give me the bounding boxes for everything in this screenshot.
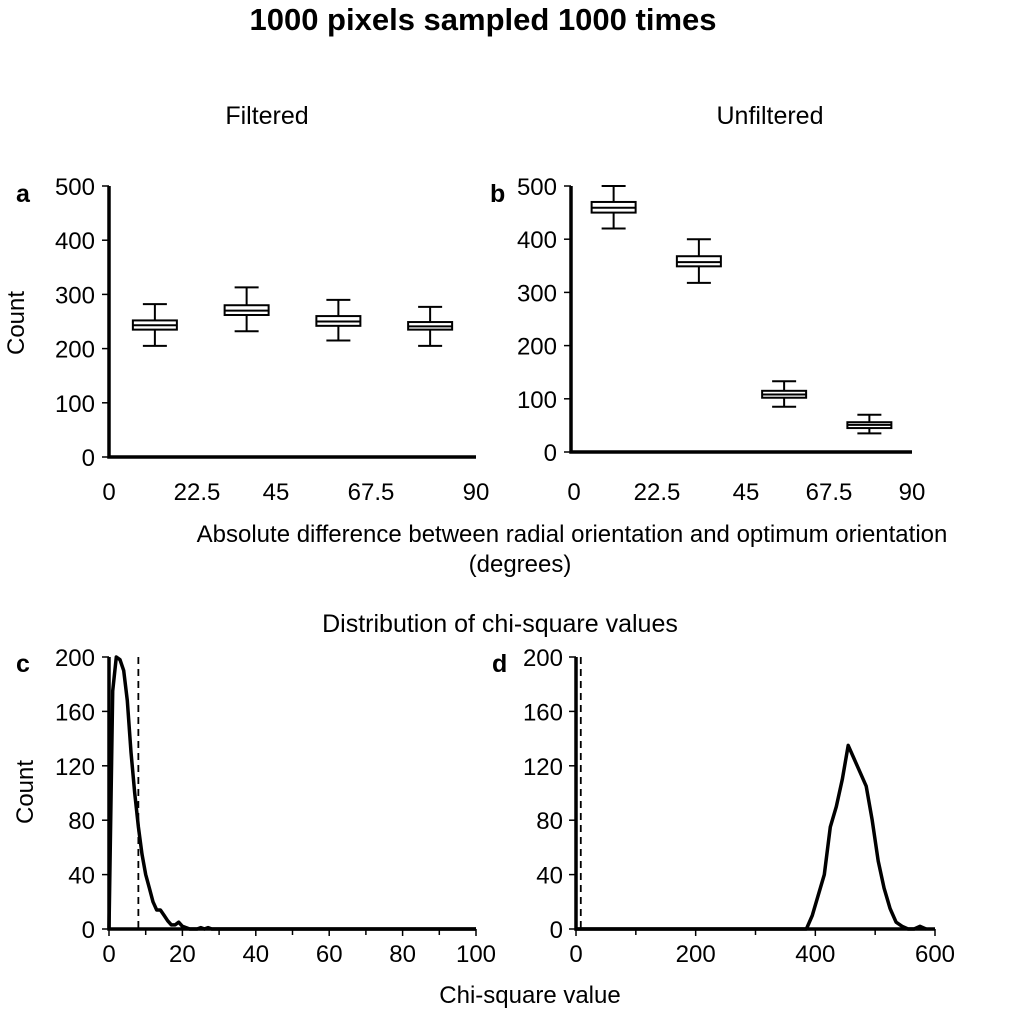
x-tick-label: 80 — [389, 941, 416, 968]
y-tick-label: 160 — [523, 699, 563, 726]
distribution-line-d — [576, 743, 927, 931]
top-x-axis-label-units: (degrees) — [469, 551, 572, 578]
y-tick-label: 200 — [55, 645, 95, 672]
x-tick-label: 0 — [102, 479, 115, 506]
box-a-4 — [407, 305, 454, 347]
y-tick-label: 40 — [68, 863, 95, 890]
x-tick-label: 22.5 — [634, 479, 681, 506]
y-tick-label: 0 — [550, 917, 563, 944]
bottom-section-subtitle: Distribution of chi-square values — [322, 610, 678, 638]
panel-c-y-axis-label: Count — [12, 760, 39, 824]
box-b-2 — [675, 238, 722, 284]
y-tick-label: 120 — [523, 754, 563, 781]
y-tick-label: 200 — [55, 337, 95, 364]
y-tick-label: 80 — [68, 808, 95, 835]
chart-panel-d: d 0 40 80 120 160 200 0 200 400 600 — [492, 645, 955, 968]
panel-a-y-axis-label: Count — [3, 291, 30, 355]
x-tick-label: 90 — [899, 479, 926, 506]
x-tick-label: 100 — [456, 941, 496, 968]
x-tick-label: 0 — [569, 941, 582, 968]
y-tick-label: 300 — [55, 282, 95, 309]
y-tick-label: 0 — [82, 917, 95, 944]
x-tick-label: 0 — [567, 479, 580, 506]
y-tick-label: 200 — [523, 645, 563, 672]
chart-panel-a: a 0 100 200 300 400 500 0 22.5 45 67.5 90 — [16, 174, 489, 506]
y-tick-label: 200 — [517, 334, 557, 361]
box-b-3 — [761, 380, 808, 408]
x-tick-label: 40 — [242, 941, 269, 968]
column-heading-unfiltered: Unfiltered — [717, 102, 824, 130]
x-tick-label: 0 — [102, 941, 115, 968]
x-tick-label: 400 — [795, 941, 835, 968]
chart-panel-c: c 0 40 80 120 160 200 0 20 40 60 80 100 — [16, 645, 496, 968]
x-tick-label: 67.5 — [348, 479, 395, 506]
x-tick-label: 45 — [733, 479, 760, 506]
panel-letter-a: a — [16, 180, 31, 208]
box-a-2 — [223, 286, 270, 333]
axes-d — [574, 657, 935, 931]
x-tick-label: 67.5 — [806, 479, 853, 506]
y-tick-label: 40 — [536, 863, 563, 890]
x-tick-label: 22.5 — [174, 479, 221, 506]
distribution-line-c — [107, 655, 476, 931]
y-tick-label: 0 — [544, 440, 557, 467]
panel-letter-b: b — [490, 180, 505, 208]
y-tick-label: 100 — [55, 391, 95, 418]
x-tick-label: 60 — [316, 941, 343, 968]
y-tick-label: 300 — [517, 280, 557, 307]
y-tick-label: 120 — [55, 754, 95, 781]
bottom-x-axis-label: Chi-square value — [439, 982, 620, 1009]
y-tick-label: 400 — [55, 228, 95, 255]
box-b-1 — [590, 185, 637, 230]
top-x-axis-label: Absolute difference between radial orien… — [197, 521, 948, 548]
axes-b — [569, 186, 912, 454]
axes-c — [107, 657, 476, 931]
box-b-4 — [846, 413, 893, 435]
column-heading-filtered: Filtered — [225, 102, 308, 130]
y-tick-label: 400 — [517, 227, 557, 254]
panel-letter-c: c — [16, 650, 30, 678]
y-tick-label: 100 — [517, 387, 557, 414]
y-tick-label: 0 — [82, 445, 95, 472]
y-tick-label: 80 — [536, 808, 563, 835]
x-tick-label: 45 — [263, 479, 290, 506]
x-tick-label: 20 — [169, 941, 196, 968]
x-tick-label: 600 — [915, 941, 955, 968]
panel-letter-d: d — [492, 650, 507, 678]
box-a-3 — [315, 298, 362, 342]
y-tick-label: 160 — [55, 699, 95, 726]
box-a-1 — [131, 303, 178, 347]
x-tick-label: 90 — [463, 479, 490, 506]
y-tick-label: 500 — [55, 174, 95, 201]
figure-title: 1000 pixels sampled 1000 times — [249, 2, 716, 37]
y-tick-label: 500 — [517, 174, 557, 201]
x-tick-label: 200 — [676, 941, 716, 968]
chart-panel-b: b 0 100 200 300 400 500 0 22.5 45 67.5 90 — [490, 174, 925, 506]
